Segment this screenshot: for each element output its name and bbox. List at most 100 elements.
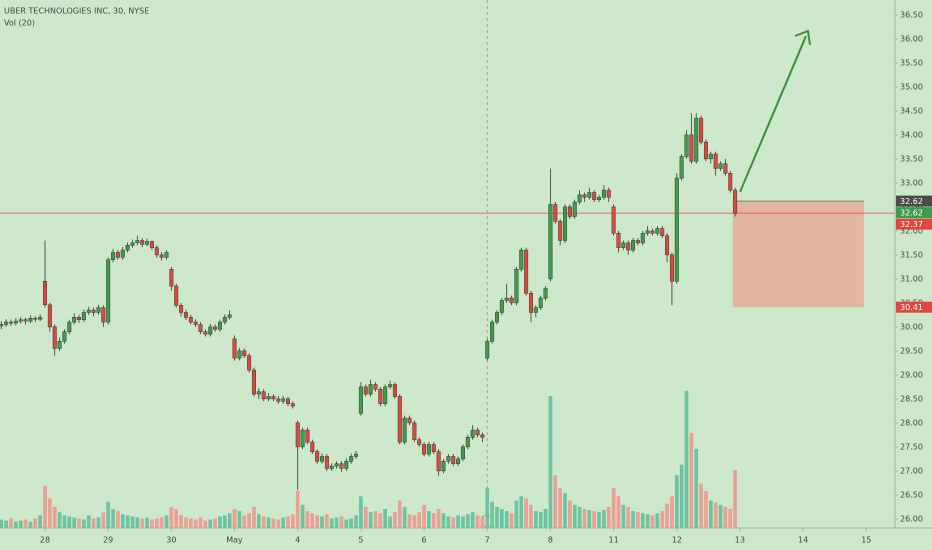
candle-body <box>213 326 218 330</box>
volume-bar <box>431 513 436 528</box>
candle-body <box>538 297 543 308</box>
volume-bar <box>563 493 567 528</box>
volume-bar <box>261 516 266 528</box>
candle-body <box>699 117 704 143</box>
volume-bar <box>548 396 553 528</box>
candle-body <box>548 204 553 280</box>
candle-body <box>145 241 150 245</box>
volume-bar <box>718 504 723 528</box>
candle-body <box>91 309 96 313</box>
volume-bar <box>577 506 582 528</box>
volume-bar <box>0 519 4 528</box>
candle-body <box>23 319 28 322</box>
arrow-head <box>794 29 811 46</box>
volume-bar <box>694 448 699 528</box>
candle-body <box>164 252 169 258</box>
volume-bar <box>164 515 169 528</box>
candle-body <box>115 252 120 258</box>
volume-bar <box>631 511 635 528</box>
volume-bar <box>475 515 480 528</box>
candle-body <box>62 331 67 342</box>
candle-body <box>465 437 470 448</box>
price-label-box <box>896 218 932 230</box>
x-tick-label: 29 <box>103 536 113 545</box>
candle-body <box>708 153 713 160</box>
candle-body <box>441 461 446 472</box>
volume-bar <box>640 513 645 528</box>
y-tick-label: 34.00 <box>900 130 923 139</box>
candle-body <box>227 314 232 318</box>
candle-body <box>354 453 359 457</box>
volume-bar <box>242 515 247 528</box>
volume-bar <box>470 512 475 528</box>
volume-bar <box>101 512 106 528</box>
candle-body <box>208 326 213 335</box>
volume-bar <box>451 517 456 528</box>
volume-bar <box>276 519 281 528</box>
candle-body <box>616 233 621 248</box>
y-tick-label: 35.00 <box>900 82 923 91</box>
candle-body <box>567 206 572 217</box>
candle-body <box>402 417 407 443</box>
candle-body <box>407 417 412 424</box>
candle-body <box>378 389 383 404</box>
volume-bar <box>159 517 164 528</box>
volume-bar <box>120 514 125 528</box>
volume-bar <box>48 498 52 528</box>
candle-body <box>232 338 237 359</box>
volume-bar <box>524 498 528 528</box>
volume-bar <box>38 515 42 528</box>
y-tick-label: 30.00 <box>900 322 923 331</box>
candle-body <box>43 281 48 306</box>
volume-bar <box>407 514 412 528</box>
volume-bar <box>198 517 203 528</box>
volume-bar <box>504 511 509 528</box>
candle-body <box>320 456 325 462</box>
candle-body <box>81 312 86 320</box>
volume-bar <box>436 508 441 528</box>
candle-body <box>106 259 111 323</box>
volume-bar <box>626 506 631 528</box>
volume-bar <box>582 508 587 528</box>
volume-bar <box>222 515 227 528</box>
volume-bar <box>28 521 33 528</box>
candle-body <box>256 391 261 395</box>
candle-body <box>305 429 310 443</box>
candle-body <box>101 307 106 323</box>
volume-bar <box>441 513 446 528</box>
candle-body <box>300 429 305 448</box>
price-label-box <box>896 301 932 313</box>
y-tick-label: 31.50 <box>900 250 923 259</box>
volume-bar <box>378 513 383 528</box>
volume-bar <box>733 469 737 528</box>
volume-bar <box>145 517 149 528</box>
candle-body <box>295 422 300 448</box>
candle-body <box>480 434 485 438</box>
volume-bar <box>18 520 23 528</box>
x-tick-label: 30 <box>166 536 176 545</box>
candle-body <box>290 403 295 407</box>
volume-bar <box>383 508 388 528</box>
volume-bar <box>670 496 674 528</box>
volume-bar <box>509 513 514 528</box>
volume-bar <box>62 515 67 528</box>
candle-body <box>426 444 431 455</box>
y-tick-label: 36.50 <box>900 10 923 19</box>
x-tick-label: 6 <box>422 536 427 545</box>
volume-bar <box>519 496 524 528</box>
volume-bar <box>587 510 592 528</box>
candle-body <box>169 269 174 287</box>
candle-body <box>597 197 602 200</box>
candle-body <box>28 317 33 322</box>
candle-body <box>470 429 475 438</box>
volume-bar <box>188 518 193 528</box>
candle-body <box>261 391 266 400</box>
candle-body <box>606 189 611 198</box>
candle-body <box>140 240 145 245</box>
candle-body <box>4 321 9 325</box>
candle-body <box>490 321 495 342</box>
volume-bar <box>699 483 703 528</box>
candle-body <box>499 300 504 313</box>
y-tick-label: 28.50 <box>900 394 923 403</box>
volume-bar <box>655 513 660 528</box>
